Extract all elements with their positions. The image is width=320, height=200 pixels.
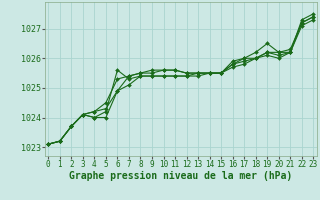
X-axis label: Graphe pression niveau de la mer (hPa): Graphe pression niveau de la mer (hPa) [69, 171, 292, 181]
